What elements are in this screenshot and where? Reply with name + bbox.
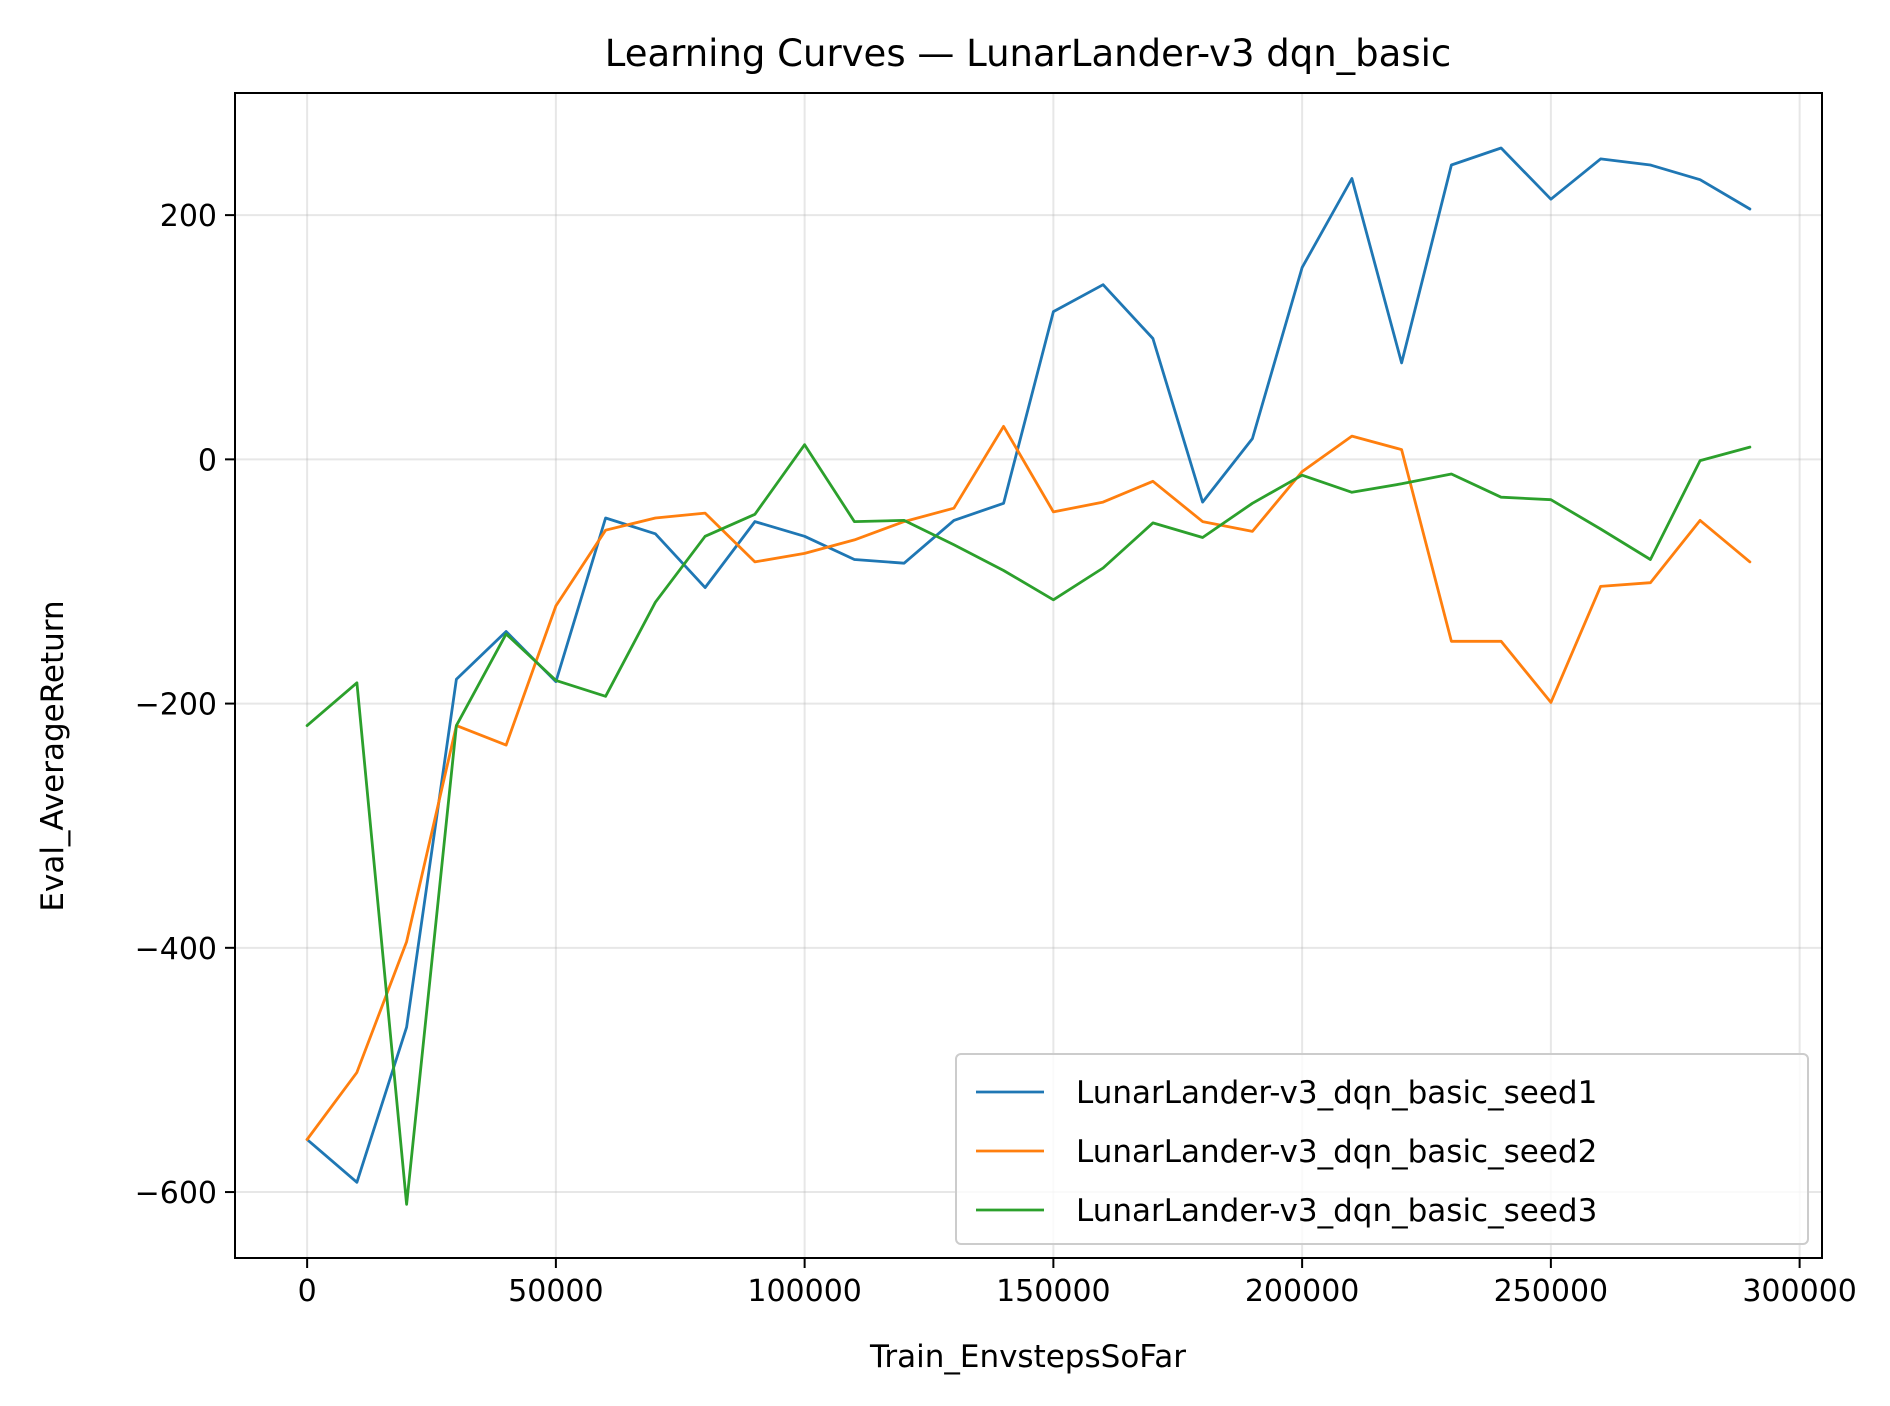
x-tick-label: 300000 (1742, 1274, 1857, 1309)
y-ticks: −600 −400 −200 0 200 (135, 199, 235, 1211)
x-tick-label: 250000 (1494, 1274, 1609, 1309)
series-line-seed3 (305, 443, 1752, 1206)
series-line-seed2 (305, 424, 1752, 1141)
y-tick-label: −200 (135, 688, 217, 723)
x-tick-label: 200000 (1245, 1274, 1360, 1309)
legend-label: LunarLander-v3_dqn_basic_seed1 (1076, 1075, 1597, 1111)
y-tick-label: 0 (198, 443, 217, 478)
chart-title: Learning Curves — LunarLander-v3 dqn_bas… (605, 32, 1451, 75)
series-lines (305, 146, 1752, 1206)
y-tick-label: 200 (160, 199, 217, 234)
x-axis-label: Train_EnvstepsSoFar (869, 1339, 1186, 1375)
legend-label: LunarLander-v3_dqn_basic_seed2 (1076, 1134, 1597, 1170)
legend-label: LunarLander-v3_dqn_basic_seed3 (1076, 1193, 1597, 1229)
x-tick-label: 100000 (747, 1274, 862, 1309)
x-tick-label: 150000 (996, 1274, 1111, 1309)
y-tick-label: −600 (135, 1176, 217, 1211)
x-tick-label: 0 (298, 1274, 317, 1309)
series-line-seed1 (305, 146, 1752, 1184)
x-ticks: 0 50000 100000 150000 200000 250000 300000 (298, 1258, 1857, 1309)
legend: LunarLander-v3_dqn_basic_seed1 LunarLande… (955, 1053, 1809, 1245)
plot-frame (234, 92, 1823, 1259)
y-axis-label: Eval_AverageReturn (35, 600, 71, 911)
y-tick-label: −400 (135, 932, 217, 967)
grid (235, 93, 1822, 1258)
legend-box (955, 1053, 1809, 1245)
x-tick-label: 50000 (508, 1274, 603, 1309)
